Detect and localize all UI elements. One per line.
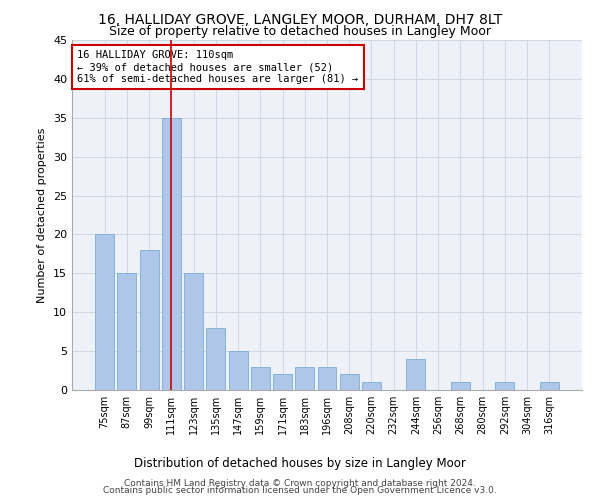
Bar <box>184 274 203 390</box>
Text: 16, HALLIDAY GROVE, LANGLEY MOOR, DURHAM, DH7 8LT: 16, HALLIDAY GROVE, LANGLEY MOOR, DURHAM… <box>98 12 502 26</box>
Bar <box>362 382 381 390</box>
Bar <box>340 374 359 390</box>
Bar <box>229 351 248 390</box>
Bar <box>496 382 514 390</box>
Text: 16 HALLIDAY GROVE: 110sqm
← 39% of detached houses are smaller (52)
61% of semi-: 16 HALLIDAY GROVE: 110sqm ← 39% of detac… <box>77 50 358 84</box>
Bar <box>273 374 292 390</box>
Text: Contains HM Land Registry data © Crown copyright and database right 2024.: Contains HM Land Registry data © Crown c… <box>124 478 476 488</box>
Bar <box>451 382 470 390</box>
Bar <box>540 382 559 390</box>
Bar <box>118 274 136 390</box>
Bar <box>406 359 425 390</box>
Bar <box>140 250 158 390</box>
Bar <box>251 366 270 390</box>
Y-axis label: Number of detached properties: Number of detached properties <box>37 128 47 302</box>
Bar <box>95 234 114 390</box>
Text: Size of property relative to detached houses in Langley Moor: Size of property relative to detached ho… <box>109 25 491 38</box>
Bar <box>206 328 225 390</box>
Text: Contains public sector information licensed under the Open Government Licence v3: Contains public sector information licen… <box>103 486 497 495</box>
Bar <box>162 118 181 390</box>
Bar <box>317 366 337 390</box>
Text: Distribution of detached houses by size in Langley Moor: Distribution of detached houses by size … <box>134 458 466 470</box>
Bar <box>295 366 314 390</box>
